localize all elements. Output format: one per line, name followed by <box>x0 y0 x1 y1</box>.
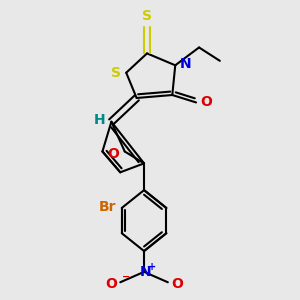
Text: −: − <box>122 272 130 282</box>
Text: O: O <box>107 148 119 161</box>
Text: O: O <box>105 277 117 291</box>
Text: O: O <box>200 95 212 110</box>
Text: +: + <box>148 262 156 272</box>
Text: S: S <box>111 66 121 80</box>
Text: N: N <box>140 265 152 279</box>
Text: H: H <box>94 113 105 127</box>
Text: Br: Br <box>98 200 116 214</box>
Text: O: O <box>171 277 183 291</box>
Text: N: N <box>180 57 191 71</box>
Text: S: S <box>142 9 152 23</box>
